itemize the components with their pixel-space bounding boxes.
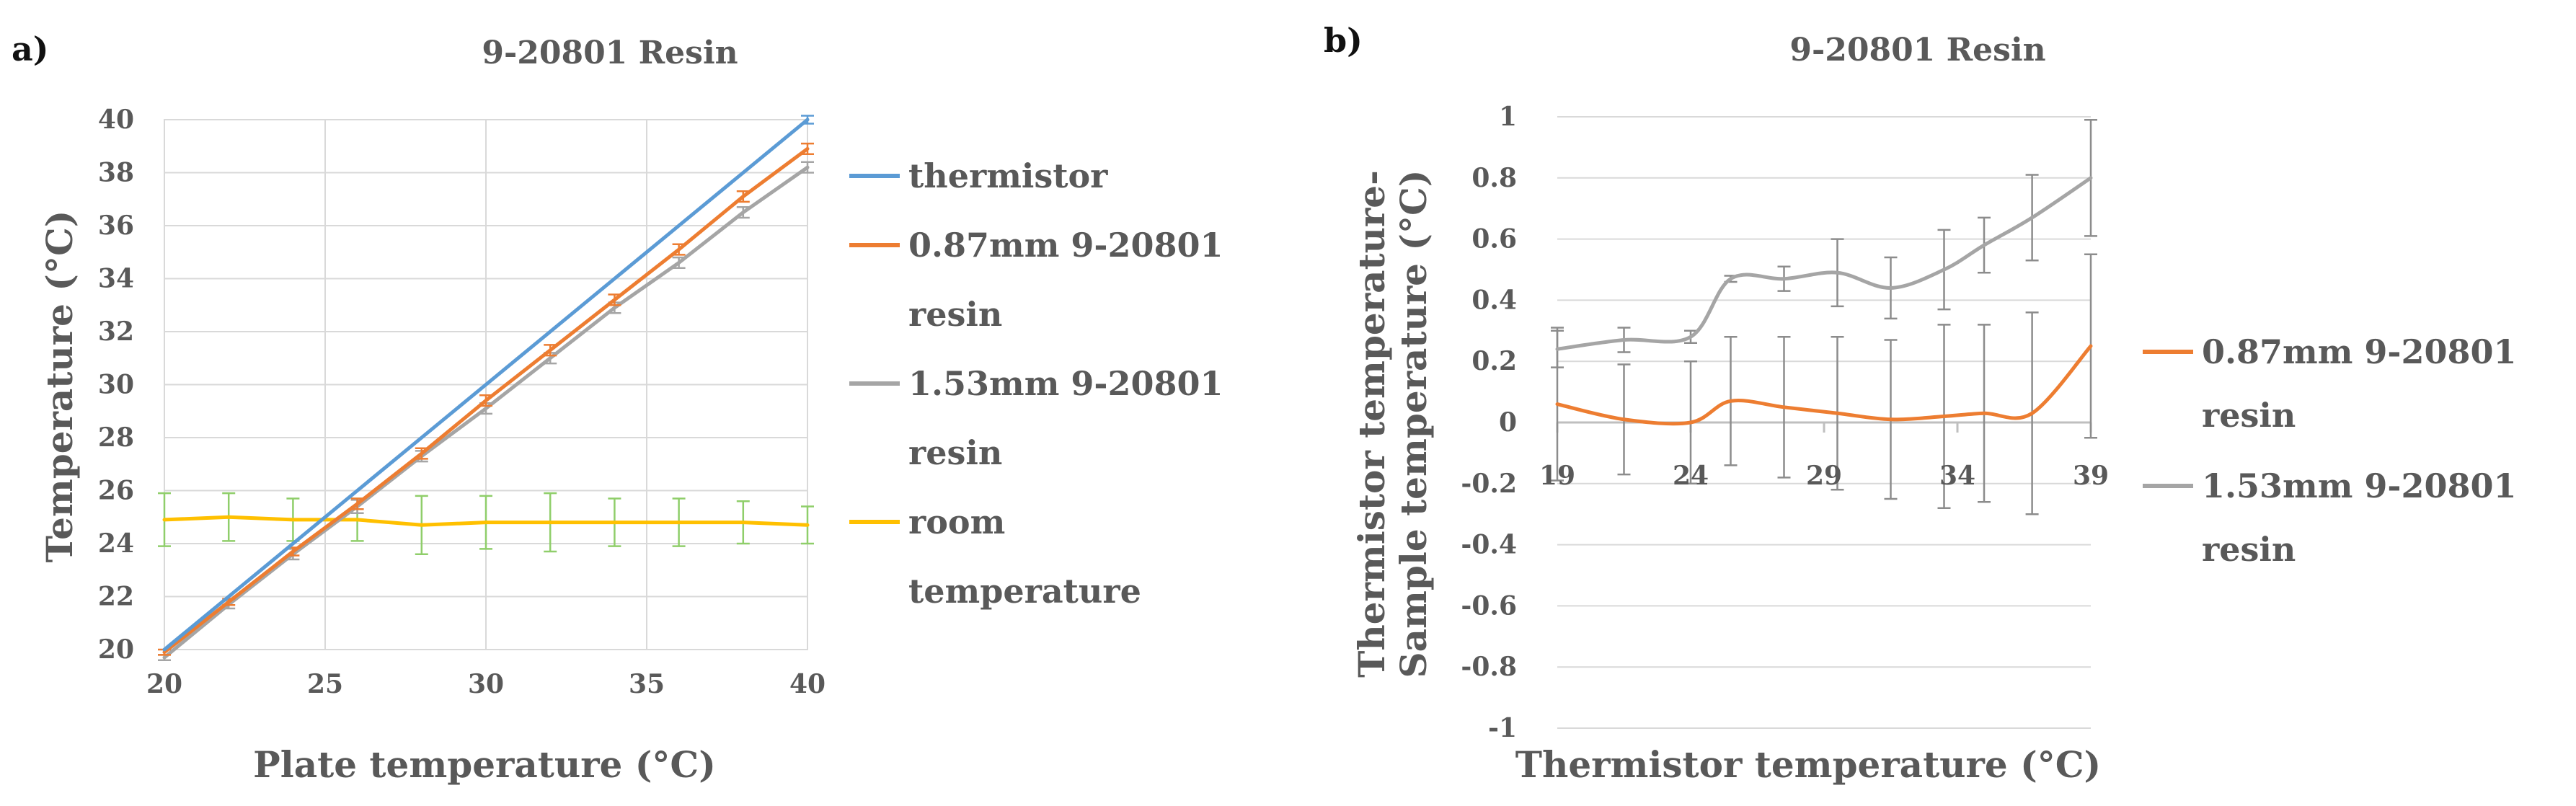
panel-b-y-axis-title-line-1: Thermistor temperature- [1350,170,1393,678]
panel-a-x-axis-title: Plate temperature (°C) [253,743,716,786]
panel-a: a) 9-20801 Resin 20222426283032343638402… [12,30,1223,786]
panel-a-series [158,115,814,661]
panel-b-y-axis-title-line-2: Sample temperature (°C) [1392,169,1435,678]
a-legend-label: thermistor [908,156,1108,195]
b-y-tick-label: 0 [1499,407,1517,438]
b-y-tick-label: -0.4 [1461,530,1517,560]
a-x-tick-label: 35 [629,669,665,699]
panel-a-ticks: 20 22 24 26 28 30 32 34 36 38 40 20 25 30 35 40 [98,105,826,699]
a-legend-label: 1.53mm 9-20801 [908,364,1223,403]
a-y-tick-label: 36 [98,211,134,241]
a-legend-label: resin [908,433,1002,472]
b-y-tick-label: 0.6 [1471,224,1517,254]
b-y-tick-label: -1 [1488,713,1517,743]
a-x-tick-label: 40 [789,669,826,699]
a-x-tick-label: 20 [146,669,182,699]
a-plot-frame [164,119,808,650]
b-series-line [1555,176,2093,351]
b-x-tick-label: 34 [1939,461,1975,491]
b-y-tick-label: -0.2 [1461,469,1517,499]
a-series-line [162,165,810,660]
b-x-tick-label: 29 [1806,461,1842,491]
b-x-tick-label: 19 [1539,461,1575,491]
a-series-line [162,118,810,652]
a-y-tick-label: 24 [98,528,134,559]
a-y-tick-label: 32 [98,316,134,347]
panel-a-label: a) [12,30,49,68]
a-y-tick-label: 30 [98,370,134,400]
b-series-line [1555,344,2093,426]
a-series-line [162,515,810,527]
a-legend-label: room [908,502,1005,541]
b-x-tick-label: 24 [1673,461,1709,491]
b-legend-label: resin [2202,396,2296,435]
a-y-tick-label: 40 [98,105,134,135]
b-y-tick-label: -0.6 [1461,590,1517,621]
a-series-line [162,146,810,655]
b-y-tick-label: -0.8 [1461,652,1517,682]
b-legend-label: 1.53mm 9-20801 [2202,466,2517,505]
panel-b-ticks: -1 -0.8 -0.6 -0.4 -0.2 0 0.2 0.4 0.6 0.8 1 19 24 29 34… [1461,102,2109,743]
a-legend-label: resin [908,295,1002,334]
b-legend-label: resin [2202,530,2296,569]
b-y-tick-label: 1 [1499,102,1517,132]
panel-a-title: 9-20801 Resin [482,35,738,71]
b-x-tick-label: 39 [2073,461,2109,491]
panel-b-x-axis-title: Thermistor temperature (°C) [1515,743,2101,786]
a-y-tick-label: 28 [98,422,134,453]
a-legend-label: temperature [908,572,1141,611]
panel-b-y-axis-title: Thermistor temperature- Sample temperatu… [1350,169,1435,678]
a-y-tick-label: 22 [98,582,134,612]
b-y-tick-label: 0.8 [1471,163,1517,193]
b-y-tick-label: 0.2 [1471,346,1517,376]
panel-b: b) 9-20801 Resin -1 -0.8 -0.6 -0.4 -0.2 0 0.2 0… [1324,21,2517,786]
a-y-tick-label: 20 [98,634,134,665]
panel-b-series [1551,118,2097,515]
a-y-tick-label: 34 [98,264,134,294]
panel-a-y-axis-title: Temperature (°C) [38,211,81,563]
a-legend-label: 0.87mm 9-20801 [908,226,1223,265]
panel-b-title: 9-20801 Resin [1789,32,2045,68]
a-x-tick-label: 30 [468,669,504,699]
panel-a-legend: thermistor 0.87mm 9-20801 resin 1.53mm 9-20… [849,156,1223,611]
a-y-tick-label: 38 [98,158,134,188]
panel-b-label: b) [1324,21,1363,60]
panel-b-legend: 0.87mm 9-20801 resin 1.53mm 9-20801 resin [2143,332,2517,569]
a-y-tick-label: 26 [98,476,134,506]
b-y-tick-label: 0.4 [1471,285,1517,315]
b-legend-label: 0.87mm 9-20801 [2202,332,2517,371]
a-x-tick-label: 25 [307,669,343,699]
